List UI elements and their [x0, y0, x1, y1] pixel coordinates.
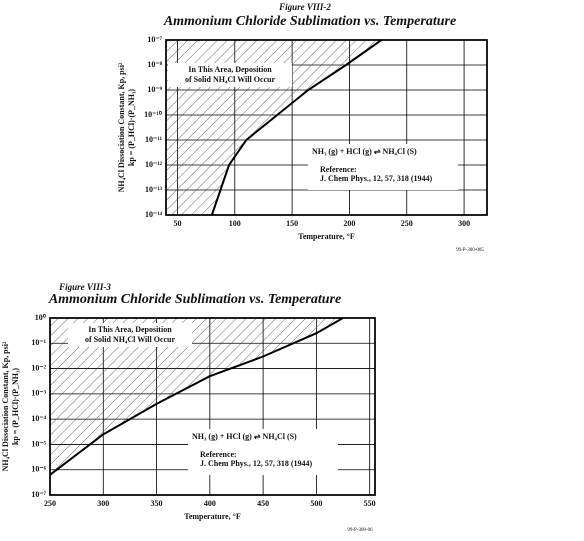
chart-title: Ammonium Chloride Sublimation vs. Temper…: [48, 292, 341, 307]
reaction-box: [188, 429, 338, 475]
figure-label: Figure VIII-2: [278, 2, 331, 12]
x-tick-label: 150: [286, 219, 298, 228]
area-note: of Solid NH₄Cl Will Occur: [185, 75, 276, 84]
x-axis-label: Temperature, °F: [298, 232, 355, 241]
x-tick-label: 500: [310, 499, 322, 508]
x-tick-label: 300: [97, 499, 109, 508]
sublimation-curve: [49, 317, 344, 476]
x-tick-label: 200: [343, 219, 355, 228]
y-tick-label: 10⁻¹: [31, 338, 46, 347]
x-tick-label: 100: [229, 219, 241, 228]
x-tick-label: 250: [401, 219, 413, 228]
area-note: In This Area, Deposition: [188, 65, 272, 74]
note-box: [168, 63, 292, 87]
reference: J. Chem Phys., 12, 57, 318 (1944): [320, 174, 433, 183]
y-tick-label: 10⁰: [35, 313, 47, 322]
x-tick-label: 550: [364, 499, 376, 508]
area-note: of Solid NH₄Cl Will Occur: [85, 335, 176, 344]
deposition-area: [50, 318, 344, 495]
y-axis-label-formula: kp = (P_HCl)·(P_NH₃): [11, 368, 20, 446]
reference: Reference:: [320, 165, 357, 174]
figure-label: Figure VIII-3: [58, 282, 111, 292]
y-axis-label: NH₄Cl Dissociation Constant, Kp, psi²: [1, 341, 10, 471]
y-tick-label: 10⁻⁷: [31, 490, 46, 499]
y-tick-label: 10⁻⁷: [147, 35, 162, 44]
y-tick-label: 10⁻⁶: [31, 465, 46, 474]
figure-code: 99-P-300-06: [347, 528, 373, 533]
y-tick-label: 10⁻⁸: [147, 60, 162, 69]
chart-title: Ammonium Chloride Sublimation vs. Temper…: [163, 14, 456, 29]
plot-border: [49, 317, 376, 496]
x-tick-label: 50: [173, 219, 181, 228]
y-axis-label: NH₄Cl Dissociation Constant, Kp, psi²: [117, 62, 126, 192]
sublimation-curve: [210, 39, 383, 216]
y-tick-label: 10⁻¹²: [145, 160, 163, 169]
y-tick-label: 10⁻¹¹: [145, 135, 163, 144]
x-tick-label: 300: [458, 219, 470, 228]
y-tick-label: 10⁻¹⁴: [145, 210, 163, 219]
reaction-box: [308, 144, 458, 190]
x-tick-label: 450: [257, 499, 269, 508]
plot-border: [165, 39, 488, 216]
x-axis-label: Temperature, °F: [184, 512, 241, 521]
x-tick-label: 400: [204, 499, 216, 508]
y-tick-label: 10⁻¹³: [145, 185, 163, 194]
reference: Reference:: [200, 450, 237, 459]
y-tick-label: 10⁻⁹: [147, 85, 162, 94]
y-axis-label-formula: kp = (P_HCl)·(P_NH₃): [127, 89, 136, 167]
y-tick-label: 10⁻⁵: [31, 439, 46, 448]
reference: J. Chem Phys., 12, 57, 318 (1944): [200, 459, 313, 468]
y-tick-label: 10⁻³: [31, 389, 46, 398]
x-tick-label: 250: [44, 499, 56, 508]
reaction: NH₃ (g) + HCl (g) ⇌ NH₄Cl (S): [192, 432, 297, 441]
note-box: [68, 323, 192, 347]
figure-code: 99-P-300-005: [456, 248, 484, 253]
reaction: NH₃ (g) + HCl (g) ⇌ NH₄Cl (S): [312, 147, 417, 156]
y-tick-label: 10⁻¹⁰: [144, 110, 163, 119]
y-tick-label: 10⁻⁴: [31, 414, 46, 423]
y-tick-label: 10⁻²: [31, 363, 46, 372]
area-note: In This Area, Deposition: [88, 325, 172, 334]
x-tick-label: 350: [151, 499, 163, 508]
